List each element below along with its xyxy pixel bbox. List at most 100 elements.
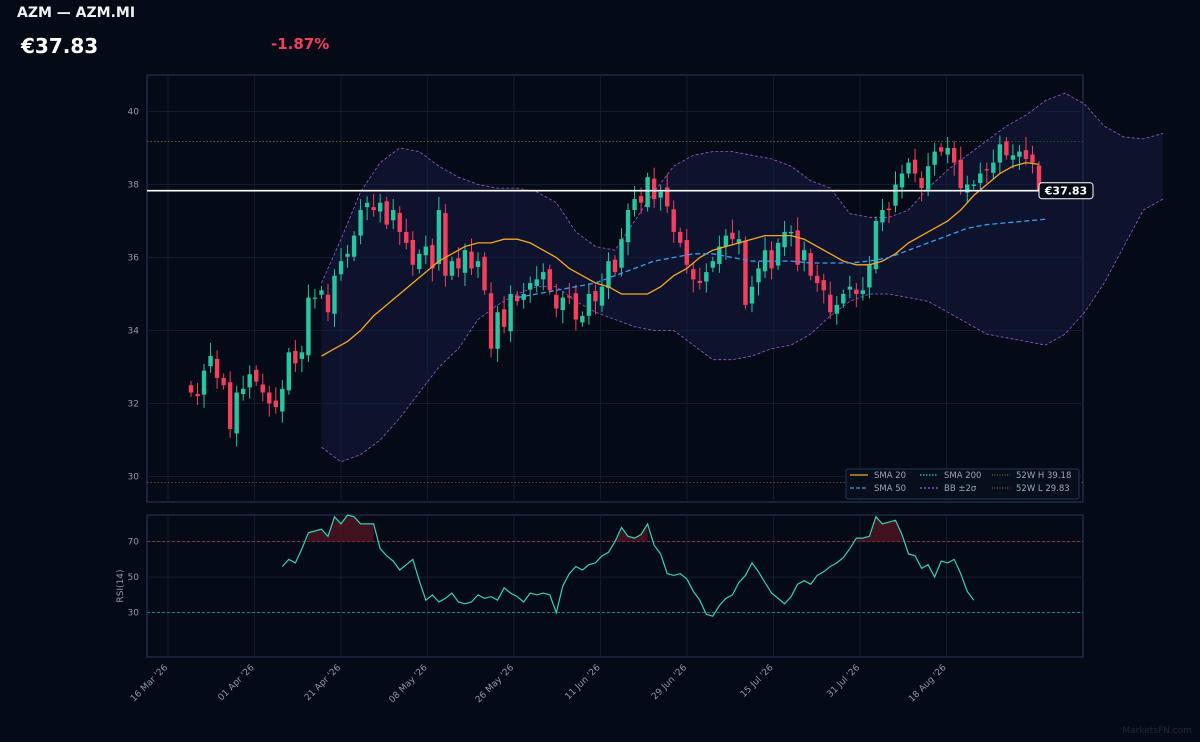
- candle-body: [488, 293, 494, 349]
- candle-body: [841, 293, 846, 304]
- candle-body: [234, 392, 239, 434]
- candle-body: [443, 212, 448, 276]
- price-y-tick-label: 30: [128, 472, 140, 482]
- candle-body: [925, 166, 931, 190]
- candle-body: [1004, 141, 1009, 156]
- candle-body: [730, 232, 735, 240]
- candle-body: [319, 290, 324, 295]
- candle-body: [782, 231, 787, 248]
- candle-body: [965, 184, 970, 193]
- candle-body: [828, 294, 833, 313]
- candle-body: [417, 253, 422, 270]
- candle-body: [573, 293, 579, 320]
- candle-body: [501, 309, 507, 327]
- candle-body: [769, 250, 774, 269]
- x-tick-label: 21 Apr '26: [303, 663, 343, 703]
- candle-body: [971, 184, 976, 186]
- candle-body: [638, 196, 644, 203]
- legend-sma50-label: SMA 50: [874, 484, 906, 494]
- candle-body: [436, 210, 442, 265]
- candle-body: [847, 286, 853, 290]
- candle-body: [521, 293, 526, 300]
- rsi-y-tick-label: 50: [128, 573, 140, 583]
- candle-body: [873, 220, 879, 270]
- candle-body: [625, 210, 631, 243]
- candle-body: [384, 201, 389, 225]
- candle-body: [306, 297, 311, 356]
- candle-body: [749, 286, 755, 304]
- candle-body: [371, 207, 376, 211]
- rsi-overbought-fill: [856, 516, 902, 542]
- x-tick-label: 11 Jun '26: [564, 663, 603, 702]
- candle-body: [286, 352, 292, 391]
- candle-body: [795, 230, 800, 265]
- legend-bollinger-label: BB ±2σ: [944, 484, 977, 494]
- candle-body: [254, 369, 259, 382]
- candle-body: [788, 231, 794, 234]
- candle-body: [736, 239, 742, 244]
- candle-body: [691, 269, 696, 280]
- candle-body: [201, 370, 207, 395]
- candle-body: [886, 208, 892, 211]
- candle-body: [984, 169, 990, 171]
- candle-body: [619, 239, 624, 268]
- candle-body: [808, 253, 813, 276]
- legend-box: [845, 468, 1080, 500]
- chart-title: AZM — AZM.MI: [17, 5, 136, 21]
- candle-body: [351, 235, 357, 257]
- price-y-tick-label: 40: [128, 107, 140, 117]
- candle-body: [560, 297, 566, 311]
- candle-body: [567, 296, 572, 298]
- candle-body: [645, 177, 650, 208]
- candle-body: [462, 250, 468, 273]
- legend-sma20-label: SMA 20: [874, 471, 906, 481]
- candle-body: [377, 202, 383, 212]
- candle-body: [997, 144, 1003, 163]
- current-price-tag: [1038, 182, 1094, 200]
- candle-body: [906, 162, 911, 174]
- candle-body: [938, 147, 944, 152]
- candle-body: [704, 272, 709, 282]
- sma50-line: [517, 218, 1046, 299]
- candle-body: [586, 293, 592, 316]
- candle-body: [240, 388, 246, 394]
- bollinger-band-fill: [321, 93, 1163, 462]
- candle-body: [867, 264, 872, 288]
- candle-body: [482, 256, 487, 291]
- candle-body: [1010, 155, 1016, 160]
- candle-body: [834, 304, 839, 314]
- candle-body: [932, 151, 937, 165]
- candle-body: [919, 177, 924, 189]
- candle-body: [899, 173, 905, 188]
- rsi-overbought-fill: [308, 515, 374, 542]
- candle-body: [267, 392, 272, 404]
- candle-body: [364, 202, 370, 208]
- candle-body: [697, 280, 702, 284]
- candle-body: [227, 382, 233, 430]
- price-y-tick-label: 34: [128, 326, 140, 336]
- candle-body: [593, 291, 598, 302]
- candle-body: [541, 272, 546, 280]
- candle-body: [1036, 165, 1042, 191]
- candle-body: [293, 350, 298, 364]
- candle-body: [221, 377, 226, 386]
- candle-body: [534, 279, 539, 286]
- candle-body: [358, 210, 363, 236]
- candle-body: [893, 184, 898, 206]
- candle-body: [723, 235, 729, 247]
- candle-body: [456, 258, 461, 269]
- candle-body: [671, 209, 676, 232]
- candle-body: [195, 393, 200, 397]
- candle-body: [423, 246, 429, 256]
- candle-body: [684, 239, 689, 265]
- candle-body: [821, 280, 826, 291]
- candle-body: [580, 315, 585, 323]
- candle-body: [410, 239, 415, 265]
- candle-body: [404, 231, 409, 243]
- candle-body: [299, 352, 305, 359]
- candle-body: [280, 388, 285, 412]
- candle-body: [188, 385, 194, 393]
- candle-body: [508, 293, 513, 332]
- candle-body: [762, 250, 768, 272]
